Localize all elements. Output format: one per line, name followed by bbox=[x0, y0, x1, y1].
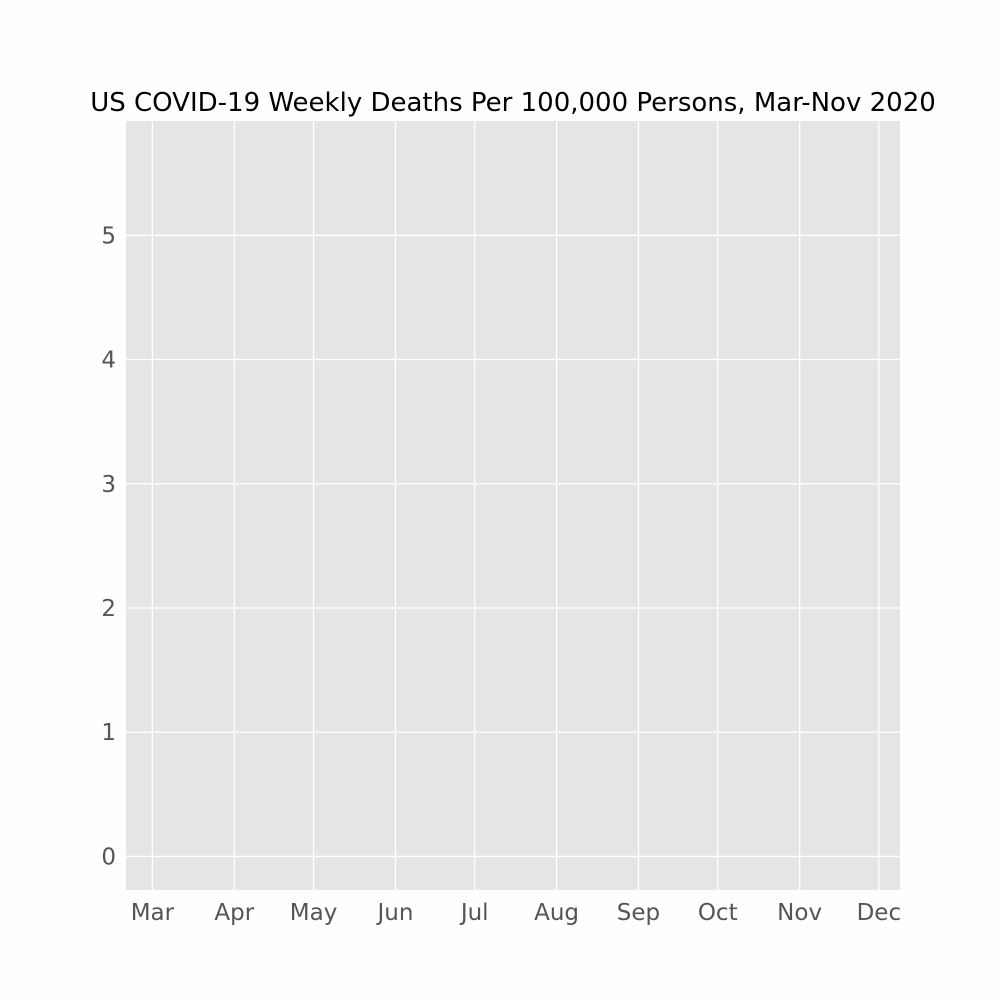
x-tick-label: Apr bbox=[214, 900, 254, 926]
y-tick-label: 1 bbox=[101, 720, 116, 746]
plot-area bbox=[126, 121, 900, 890]
x-tick-label: Nov bbox=[777, 900, 822, 926]
x-axis-ticks: Mar Apr May Jun Jul Aug Sep Oct Nov Dec bbox=[131, 900, 901, 926]
x-tick-label: May bbox=[290, 900, 338, 926]
y-tick-label: 0 bbox=[101, 844, 116, 870]
x-gridlines bbox=[151, 121, 880, 890]
y-tick-label: 2 bbox=[101, 596, 116, 622]
x-tick-label: Jun bbox=[375, 900, 413, 926]
x-tick-label: Mar bbox=[131, 900, 175, 926]
y-tick-label: 3 bbox=[101, 472, 116, 498]
x-tick-label: Sep bbox=[617, 900, 660, 926]
y-tick-label: 5 bbox=[101, 223, 116, 249]
x-tick-label: Dec bbox=[857, 900, 902, 926]
y-gridlines bbox=[126, 234, 900, 858]
y-tick-label: 4 bbox=[101, 348, 116, 374]
x-tick-label: Oct bbox=[698, 900, 738, 926]
y-axis-ticks: 0 1 2 3 4 5 bbox=[101, 223, 116, 870]
x-tick-label: Aug bbox=[534, 900, 579, 926]
chart-title: US COVID-19 Weekly Deaths Per 100,000 Pe… bbox=[90, 88, 936, 118]
x-tick-label: Jul bbox=[459, 900, 489, 926]
